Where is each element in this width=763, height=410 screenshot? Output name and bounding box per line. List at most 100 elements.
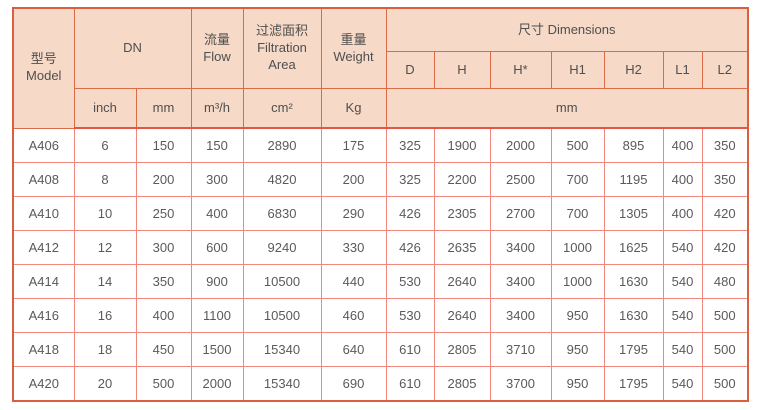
header-filtration-area: 过滤面积 Filtration Area: [242, 7, 322, 89]
table-body: A406 6 150 150 2890 175 325 1900 2000 500 895 400 35…: [12, 127, 749, 402]
unit-dn-inch: inch: [73, 88, 137, 129]
value-cell: 2805: [433, 332, 491, 367]
value-cell: 480: [701, 264, 749, 299]
value-cell: 10500: [242, 264, 322, 299]
value-cell: 610: [385, 366, 435, 402]
header-weight-cn: 重量: [340, 31, 367, 47]
value-cell: 6830: [242, 196, 322, 231]
value-cell: 540: [662, 230, 703, 265]
value-cell: 1305: [603, 196, 664, 231]
value-cell: 330: [320, 230, 387, 265]
value-cell: 450: [135, 332, 192, 367]
value-cell: 20: [73, 366, 137, 402]
table-row: A406 6 150 150 2890 175 325 1900 2000 500 895 400 35…: [12, 127, 749, 163]
header-dim-l2: L2: [701, 51, 749, 89]
unit-dn-mm: mm: [135, 88, 192, 129]
value-cell: 900: [190, 264, 244, 299]
table-row: A416 16 400 1100 10500 460 530 2640 3400 950 1630 5…: [12, 298, 749, 333]
value-cell: 460: [320, 298, 387, 333]
value-cell: 500: [701, 298, 749, 333]
value-cell: 400: [662, 127, 703, 163]
value-cell: 300: [190, 162, 244, 197]
value-cell: 350: [701, 127, 749, 163]
value-cell: 12: [73, 230, 137, 265]
header-filtration-cn: 过滤面积: [255, 23, 308, 39]
value-cell: 540: [662, 264, 703, 299]
value-cell: 500: [701, 332, 749, 367]
value-cell: 325: [385, 162, 435, 197]
value-cell: 530: [385, 298, 435, 333]
model-cell: A416: [12, 298, 75, 333]
value-cell: 426: [385, 230, 435, 265]
value-cell: 2200: [433, 162, 491, 197]
spec-table: 型号 Model DN 流量 Flow 过滤面积 Filtration Area…: [12, 7, 749, 402]
header-dim-hstar: H*: [489, 51, 552, 89]
value-cell: 290: [320, 196, 387, 231]
header-row-groups: 型号 Model DN 流量 Flow 过滤面积 Filtration Area…: [12, 7, 749, 129]
value-cell: 426: [385, 196, 435, 231]
header-weight-en: Weight: [333, 48, 374, 64]
header-dn: DN: [73, 7, 192, 89]
value-cell: 440: [320, 264, 387, 299]
value-cell: 1795: [603, 366, 664, 402]
value-cell: 1000: [550, 230, 605, 265]
value-cell: 950: [550, 366, 605, 402]
header-flow: 流量 Flow: [190, 7, 244, 89]
value-cell: 16: [73, 298, 137, 333]
value-cell: 2640: [433, 298, 491, 333]
value-cell: 3710: [489, 332, 552, 367]
header-dim-h2: H2: [603, 51, 664, 89]
header-dim-h1: H1: [550, 51, 605, 89]
table-row: A410 10 250 400 6830 290 426 2305 2700 700 1305 400…: [12, 196, 749, 231]
value-cell: 4820: [242, 162, 322, 197]
value-cell: 895: [603, 127, 664, 163]
value-cell: 350: [701, 162, 749, 197]
table-row: A412 12 300 600 9240 330 426 2635 3400 1000 1625 54…: [12, 230, 749, 265]
value-cell: 500: [701, 366, 749, 402]
value-cell: 3400: [489, 298, 552, 333]
value-cell: 610: [385, 332, 435, 367]
value-cell: 300: [135, 230, 192, 265]
value-cell: 1900: [433, 127, 491, 163]
value-cell: 500: [550, 127, 605, 163]
value-cell: 2305: [433, 196, 491, 231]
value-cell: 1500: [190, 332, 244, 367]
value-cell: 540: [662, 332, 703, 367]
value-cell: 500: [135, 366, 192, 402]
header-model: 型号 Model: [12, 7, 75, 129]
header-flow-cn: 流量: [203, 31, 230, 47]
header-weight: 重量 Weight: [320, 7, 387, 89]
value-cell: 175: [320, 127, 387, 163]
table-row: A414 14 350 900 10500 440 530 2640 3400 1000 1630 5…: [12, 264, 749, 299]
value-cell: 250: [135, 196, 192, 231]
header-filtration-en: Filtration Area: [257, 40, 307, 72]
model-cell: A414: [12, 264, 75, 299]
value-cell: 2000: [489, 127, 552, 163]
value-cell: 2805: [433, 366, 491, 402]
value-cell: 3400: [489, 230, 552, 265]
value-cell: 1795: [603, 332, 664, 367]
header-dim-d: D: [385, 51, 435, 89]
model-cell: A408: [12, 162, 75, 197]
header-flow-en: Flow: [203, 48, 231, 64]
value-cell: 10: [73, 196, 137, 231]
model-cell: A410: [12, 196, 75, 231]
header-dim-l1: L1: [662, 51, 703, 89]
value-cell: 2635: [433, 230, 491, 265]
value-cell: 9240: [242, 230, 322, 265]
value-cell: 420: [701, 230, 749, 265]
header-model-en: Model: [26, 68, 62, 84]
value-cell: 6: [73, 127, 137, 163]
value-cell: 1625: [603, 230, 664, 265]
value-cell: 640: [320, 332, 387, 367]
value-cell: 1195: [603, 162, 664, 197]
value-cell: 400: [662, 196, 703, 231]
unit-dimensions: mm: [385, 88, 749, 129]
value-cell: 1100: [190, 298, 244, 333]
value-cell: 950: [550, 298, 605, 333]
value-cell: 3700: [489, 366, 552, 402]
table-header: 型号 Model DN 流量 Flow 过滤面积 Filtration Area…: [12, 7, 749, 129]
value-cell: 18: [73, 332, 137, 367]
table-row: A408 8 200 300 4820 200 325 2200 2500 700 1195 400 3…: [12, 162, 749, 197]
